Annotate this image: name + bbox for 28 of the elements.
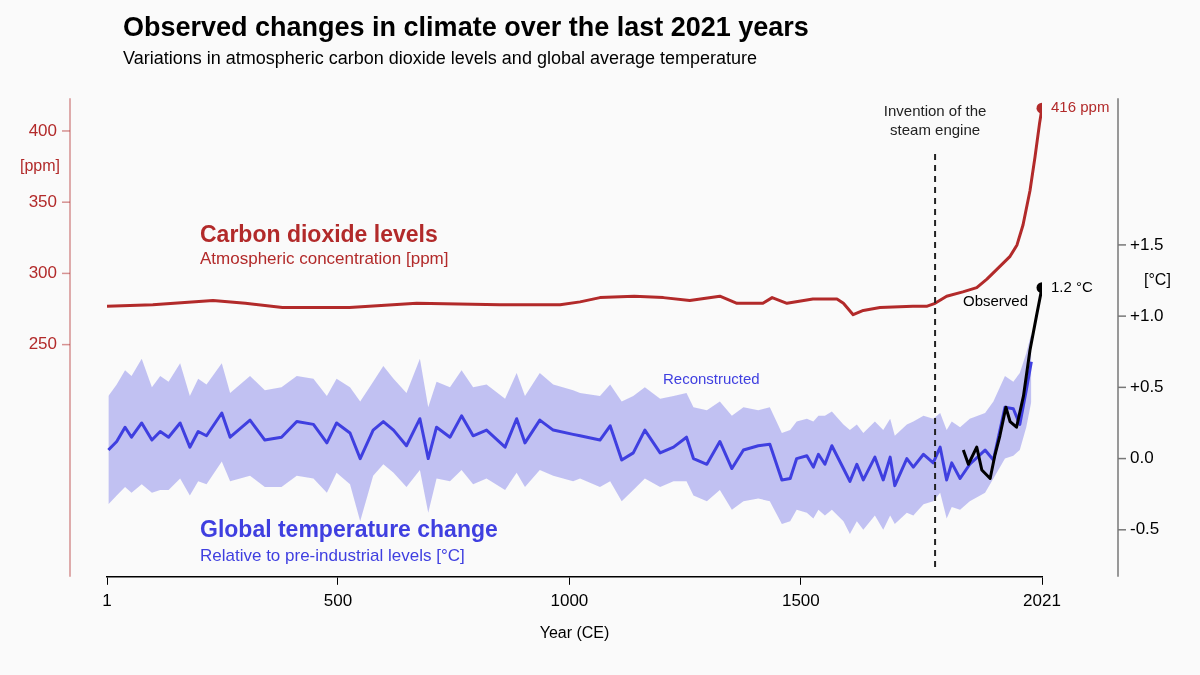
y2-axis-title: [°C] [1144, 270, 1171, 288]
x-tick-label: 1000 [550, 590, 589, 610]
chart-title: Observed changes in climate over the last 2021 years [123, 12, 809, 43]
data-label: 416 ppm [1051, 98, 1110, 116]
x-tick-label: 1500 [781, 590, 820, 610]
y2-tick-label: +0.5 [1130, 377, 1164, 397]
series-label: Observed [963, 292, 1029, 310]
annotation: Relative to pre-industrial levels [°C] [200, 546, 465, 566]
y2-tick-label: +1.0 [1130, 305, 1164, 325]
annotation: Global temperature change [200, 516, 498, 543]
annotation: Atmospheric concentration [ppm] [200, 248, 449, 268]
y-axis-title: [ppm] [19, 156, 60, 174]
x-axis-title: Year (CE) [539, 623, 610, 641]
y-tick-label: 400 [28, 120, 57, 140]
ref-line-label: Invention of the steam engine [883, 102, 987, 139]
y-tick-label: 350 [28, 191, 57, 211]
text: Reconstructed [663, 370, 760, 388]
text: Carbon dioxide levels [200, 221, 438, 248]
x-tick-label: 2021 [1023, 590, 1061, 610]
data-label: 1.2 °C [1051, 277, 1094, 295]
chart-subtitle: Variations in atmospheric carbon dioxide levels and global average temperature [123, 48, 758, 69]
y-tick-label: 250 [28, 334, 57, 354]
x-tick-label: 1 [102, 590, 112, 610]
y2-tick-label: +1.5 [1130, 234, 1164, 254]
y2-tick-label: -0.5 [1130, 519, 1160, 539]
y2-tick-label: 0.0 [1130, 448, 1154, 468]
x-tick-label: 500 [323, 590, 353, 610]
y-tick-label: 300 [28, 263, 57, 283]
